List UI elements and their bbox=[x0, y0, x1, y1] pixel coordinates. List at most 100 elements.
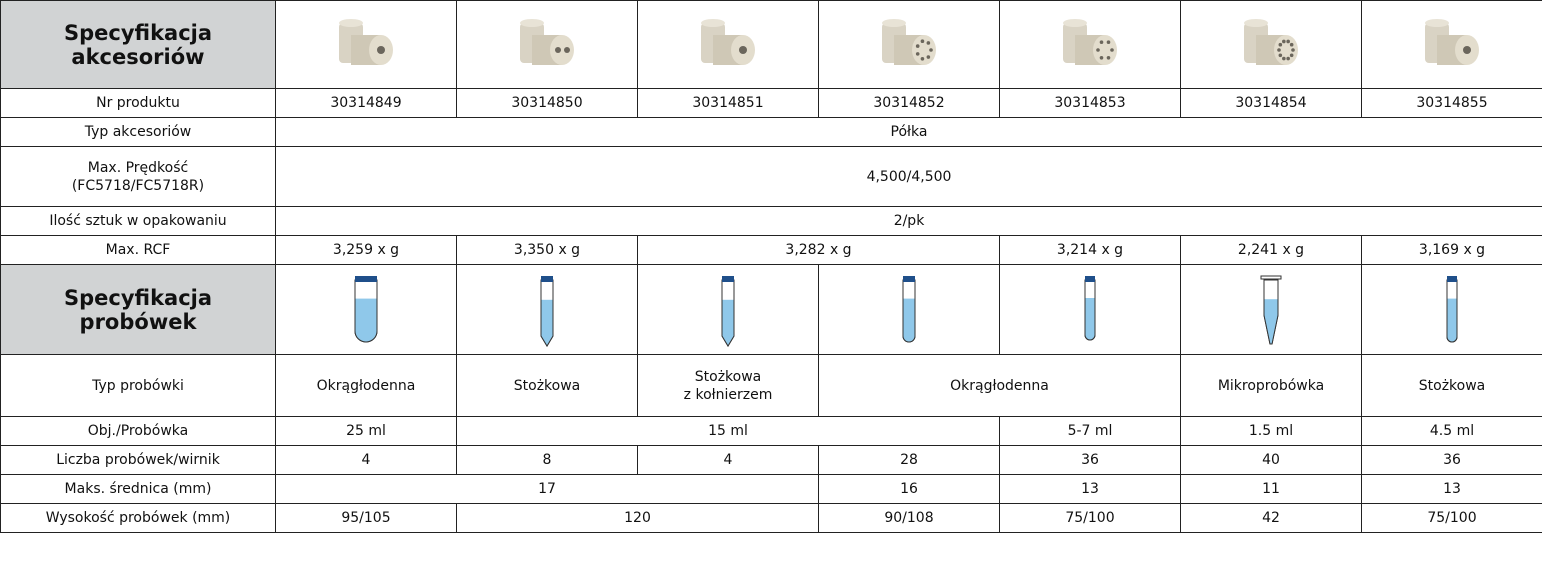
icon-part bbox=[1096, 47, 1100, 52]
icon-part bbox=[1063, 18, 1087, 27]
icon-part bbox=[1277, 47, 1281, 52]
table-cell: 2,241 x g bbox=[1180, 235, 1362, 265]
icon-part bbox=[1278, 42, 1283, 47]
table-cell: 3,259 x g bbox=[275, 235, 457, 265]
table-cell: 42 bbox=[1180, 503, 1362, 533]
icon-part bbox=[926, 54, 931, 59]
icon-part bbox=[915, 43, 920, 48]
icon-part bbox=[903, 298, 915, 342]
table-cell: Typ akcesoriów bbox=[0, 117, 276, 147]
section-header: Specyfikacja akcesoriów bbox=[0, 0, 276, 89]
table-cell: 16 bbox=[818, 474, 1000, 504]
table-cell: Maks. średnica (mm) bbox=[0, 474, 276, 504]
table-cell: 30314850 bbox=[456, 88, 638, 118]
table-cell: 28 bbox=[818, 445, 1000, 475]
table-cell: 3,282 x g bbox=[637, 235, 1000, 265]
table-row: Obj./Probówka 25 ml 15 ml 5-7 ml 1.5 ml 4.5 m… bbox=[0, 416, 1542, 446]
icon-part bbox=[1289, 52, 1294, 57]
table-cell: 4 bbox=[275, 445, 457, 475]
table-cell: Okrągłodenna bbox=[818, 354, 1181, 417]
icon-part bbox=[1106, 55, 1111, 60]
icon-part bbox=[520, 18, 544, 27]
table-cell bbox=[456, 264, 638, 355]
table-cell: Max. RCF bbox=[0, 235, 276, 265]
icon-part bbox=[1085, 297, 1095, 340]
icon-part bbox=[926, 40, 931, 45]
table-cell bbox=[275, 264, 457, 355]
icon-part bbox=[722, 299, 734, 346]
icon-part bbox=[1278, 52, 1283, 57]
icon-part bbox=[1084, 279, 1096, 340]
icon-part bbox=[1289, 42, 1294, 47]
tube-icon bbox=[1084, 275, 1096, 340]
table-cell: 8 bbox=[456, 445, 638, 475]
icon-part bbox=[1274, 34, 1298, 65]
icon-part bbox=[1093, 34, 1117, 65]
table-cell: 2/pk bbox=[275, 206, 1542, 236]
table-row: Max. Prędkość (FC5718/FC5718R) 4,500/4,50… bbox=[0, 146, 1542, 207]
tube-icon bbox=[354, 275, 378, 342]
icon-part bbox=[354, 279, 378, 342]
icon-part bbox=[564, 46, 570, 53]
icon-part bbox=[541, 299, 553, 346]
table-row: Ilość sztuk w opakowaniu 2/pk bbox=[0, 206, 1542, 236]
icon-part bbox=[1291, 47, 1295, 52]
table-cell: 30314852 bbox=[818, 88, 1000, 118]
table-row: Specyfikacja akcesoriów bbox=[0, 0, 1542, 89]
table-cell: Mikroprobówka bbox=[1180, 354, 1362, 417]
table-cell: 13 bbox=[1361, 474, 1542, 504]
table-cell: 30314854 bbox=[1180, 88, 1362, 118]
table-cell: Obj./Probówka bbox=[0, 416, 276, 446]
table-cell bbox=[818, 0, 1000, 89]
icon-part bbox=[1286, 56, 1290, 60]
icon-part bbox=[701, 18, 725, 27]
icon-part bbox=[929, 47, 933, 52]
table-cell: Max. Prędkość (FC5718/FC5718R) bbox=[0, 146, 276, 207]
spec-table: Specyfikacja akcesoriów Nr produktu 30314… bbox=[0, 0, 1542, 533]
icon-part bbox=[915, 51, 920, 56]
table-cell: 4.5 ml bbox=[1361, 416, 1542, 446]
icon-part bbox=[882, 18, 906, 27]
accessory-icon bbox=[882, 18, 936, 65]
table-cell: Nr produktu bbox=[0, 88, 276, 118]
accessory-icon bbox=[1063, 18, 1117, 65]
tube-icon bbox=[1446, 275, 1458, 342]
icon-part bbox=[1463, 45, 1471, 54]
table-row: Typ akcesoriów Półka bbox=[0, 117, 1542, 147]
table-cell: 90/108 bbox=[818, 503, 1000, 533]
table-cell: Półka bbox=[275, 117, 1542, 147]
table-cell: 17 bbox=[275, 474, 819, 504]
icon-part bbox=[903, 275, 915, 282]
accessory-icon bbox=[1244, 18, 1298, 65]
table-cell: Wysokość probówek (mm) bbox=[0, 503, 276, 533]
table-cell: Ilość sztuk w opakowaniu bbox=[0, 206, 276, 236]
icon-part bbox=[1286, 39, 1290, 43]
icon-part bbox=[1085, 275, 1095, 282]
icon-part bbox=[1099, 55, 1104, 60]
icon-part bbox=[920, 56, 925, 61]
icon-part bbox=[1447, 275, 1457, 282]
icon-part bbox=[339, 18, 363, 27]
icon-part bbox=[920, 38, 925, 43]
table-cell bbox=[818, 264, 1000, 355]
icon-part bbox=[1282, 39, 1286, 43]
accessory-icon bbox=[520, 18, 574, 65]
icon-part bbox=[1110, 47, 1114, 52]
table-cell: Liczba probówek/wirnik bbox=[0, 445, 276, 475]
table-cell: Stożkowa z kołnierzem bbox=[637, 354, 819, 417]
table-cell: 25 ml bbox=[275, 416, 457, 446]
icon-part bbox=[1106, 39, 1111, 44]
table-cell: 75/100 bbox=[999, 503, 1181, 533]
accessory-icon bbox=[1425, 18, 1479, 65]
icon-part bbox=[1446, 279, 1458, 342]
table-cell: 36 bbox=[999, 445, 1181, 475]
table-row: Typ probówki Okrągłodenna Stożkowa Stożkowa… bbox=[0, 354, 1542, 417]
table-cell bbox=[1361, 264, 1542, 355]
icon-part bbox=[550, 34, 574, 65]
icon-part bbox=[1447, 298, 1457, 342]
table-cell bbox=[637, 0, 819, 89]
table-cell: 1.5 ml bbox=[1180, 416, 1362, 446]
table-cell bbox=[1361, 0, 1542, 89]
table-cell: 11 bbox=[1180, 474, 1362, 504]
